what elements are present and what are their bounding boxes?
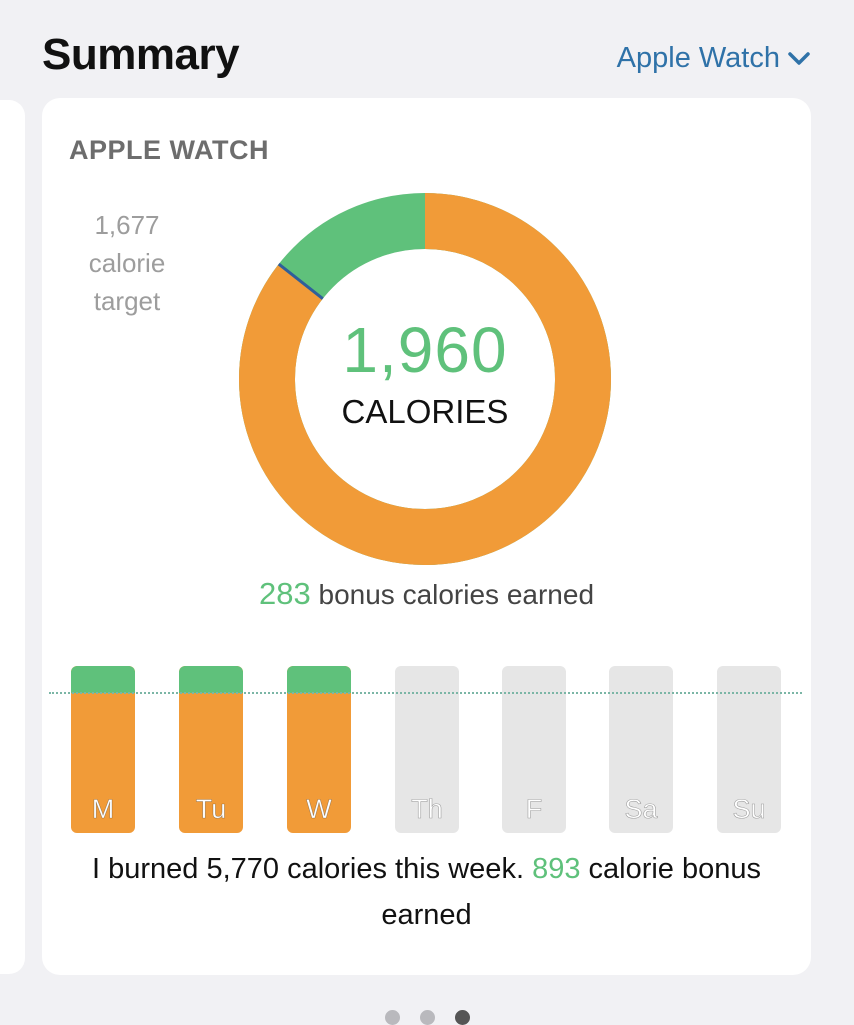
ring-target-segment (239, 193, 611, 565)
page-title: Summary (42, 30, 240, 79)
source-selector[interactable]: Apple Watch (617, 42, 810, 75)
bonus-calories-line: 283 bonus calories earned (42, 576, 811, 612)
bonus-calories-text: bonus calories earned (310, 579, 595, 610)
weekly-bars: M Tu W Th F Sa Su (42, 658, 811, 838)
total-calories-value: 1,960 (342, 314, 508, 386)
calorie-target-label-2: target (93, 286, 161, 316)
week-summary-suffix: calorie bonus earned (381, 853, 762, 931)
daily-target-line (49, 692, 802, 694)
day-label: Sa (624, 794, 658, 825)
page-indicator[interactable] (0, 1010, 854, 1025)
page-dot[interactable] (419, 1010, 435, 1025)
summary-card[interactable]: APPLE WATCH 1,677 calorie target 1,960 C… (42, 98, 811, 975)
week-summary-prefix: I burned 5,770 calories this week. (91, 853, 533, 885)
day-label: W (306, 794, 332, 825)
day-label: Su (732, 794, 766, 825)
week-bonus-value: 893 (532, 853, 581, 885)
day-bar-bonus-fill (71, 666, 135, 693)
day-label: Th (411, 794, 443, 825)
calorie-ring (239, 193, 611, 565)
ring-target-marker (277, 262, 324, 300)
card-title: APPLE WATCH (69, 135, 269, 165)
source-selector-label: Apple Watch (616, 42, 780, 74)
calorie-target-value: 1,677 (94, 210, 160, 240)
day-label: Tu (195, 794, 227, 825)
day-bar-bonus-fill (287, 666, 351, 693)
day-label: M (91, 794, 115, 825)
day-bar-bonus-fill (179, 666, 243, 693)
day-label: F (525, 794, 543, 825)
page-dot-current[interactable] (454, 1010, 470, 1025)
week-summary: I burned 5,770 calories this week. 893 c… (62, 846, 791, 938)
previous-card-edge[interactable] (0, 100, 25, 974)
calorie-target: 1,677 calorie target (72, 206, 182, 320)
bonus-calories-value: 283 (258, 576, 311, 611)
page-dot[interactable] (384, 1010, 400, 1025)
total-calories-label: CALORIES (341, 393, 509, 430)
calorie-target-label-1: calorie (88, 248, 166, 278)
chevron-down-icon (788, 51, 810, 65)
